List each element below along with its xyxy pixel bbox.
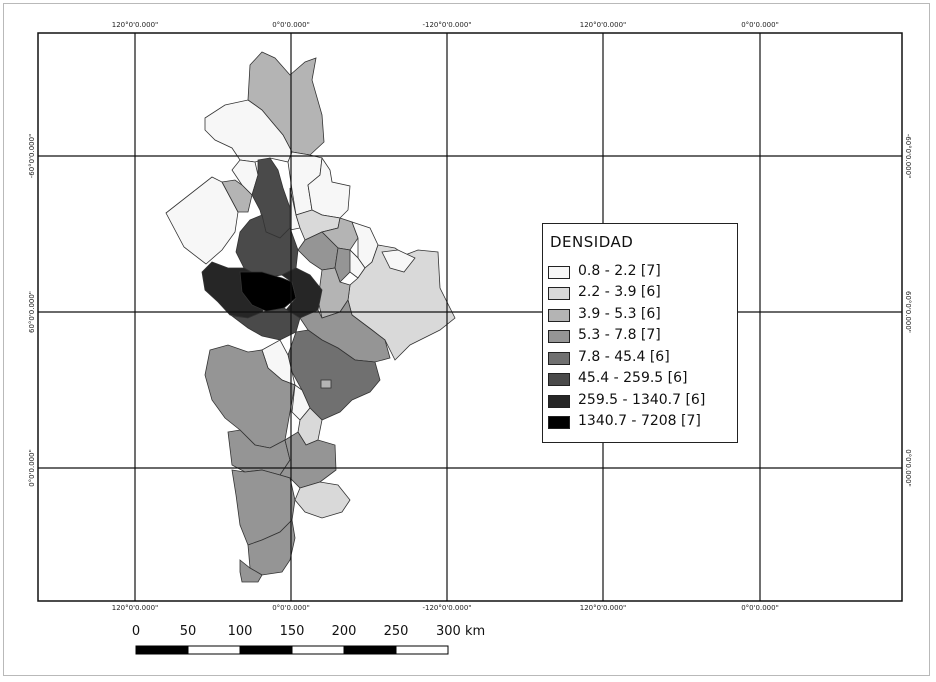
left-label: 0°0'0.000" xyxy=(28,449,36,487)
scale-segment xyxy=(239,645,293,655)
bottom-label: 0°0'0.000" xyxy=(741,604,779,612)
bottom-label: -120°0'0.000" xyxy=(422,604,471,612)
scale-label: 0 xyxy=(132,624,140,639)
graticule-right-labels: -60°0'0.000" 60°0'0.000" 0°0'0.000" xyxy=(904,134,912,487)
legend-label: 3.9 - 5.3 [6] xyxy=(578,306,661,322)
region-south-grey-3[interactable] xyxy=(279,431,337,489)
legend-swatch xyxy=(548,287,570,300)
scale-label: 150 xyxy=(280,624,305,639)
top-label: -120°0'0.000" xyxy=(422,21,471,29)
region-metro-south-dark[interactable] xyxy=(230,307,301,341)
region-west-white[interactable] xyxy=(165,176,239,265)
legend-swatch xyxy=(548,266,570,279)
legend-label: 0.8 - 2.2 [7] xyxy=(578,263,661,279)
legend-label: 5.3 - 7.8 [7] xyxy=(578,327,661,343)
bottom-label: 120°0'0.000" xyxy=(580,604,627,612)
region-metro-core[interactable] xyxy=(239,271,297,313)
bottom-label: 120°0'0.000" xyxy=(112,604,159,612)
legend-label: 2.2 - 3.9 [6] xyxy=(578,284,661,300)
scale-segment xyxy=(135,645,189,655)
legend-swatch xyxy=(548,330,570,343)
scale-label: 300 km xyxy=(436,624,485,639)
top-label: 0°0'0.000" xyxy=(272,21,310,29)
region-small-inset[interactable] xyxy=(320,379,332,389)
left-label: -60°0'0.000" xyxy=(28,134,36,179)
legend-label: 7.8 - 45.4 [6] xyxy=(578,349,670,365)
map-frame xyxy=(37,32,903,602)
top-label: 120°0'0.000" xyxy=(112,21,159,29)
graticule-lines xyxy=(38,33,902,601)
legend-swatch xyxy=(548,395,570,408)
region-south-center-dark[interactable] xyxy=(287,329,381,421)
region-south-lightgrey-2[interactable] xyxy=(294,481,351,519)
scale-label: 50 xyxy=(180,624,197,639)
bottom-label: 0°0'0.000" xyxy=(272,604,310,612)
legend: DENSIDAD 0.8 - 2.2 [7] 2.2 - 3.9 [6] 3.9… xyxy=(542,223,738,443)
right-label: 60°0'0.000" xyxy=(904,291,912,333)
right-label: -60°0'0.000" xyxy=(904,134,912,179)
scale-segment xyxy=(291,645,345,655)
region-south-west-big[interactable] xyxy=(204,344,296,449)
legend-swatch xyxy=(548,416,570,429)
scale-segment xyxy=(343,645,397,655)
top-label: 120°0'0.000" xyxy=(580,21,627,29)
scale-segment xyxy=(395,645,449,655)
region-east-white-4[interactable] xyxy=(381,249,416,273)
graticule-left-labels: -60°0'0.000" 60°0'0.000" 0°0'0.000" xyxy=(28,134,36,487)
legend-swatch xyxy=(548,352,570,365)
legend-swatch xyxy=(548,373,570,386)
scale-segment xyxy=(187,645,241,655)
legend-swatch xyxy=(548,309,570,322)
scale-label: 200 xyxy=(332,624,357,639)
legend-label: 259.5 - 1340.7 [6] xyxy=(578,392,706,408)
scale-label: 250 xyxy=(384,624,409,639)
municipality-polygons xyxy=(165,51,456,583)
page-border xyxy=(3,3,930,676)
graticule-top-labels: 120°0'0.000" 0°0'0.000" -120°0'0.000" 12… xyxy=(112,21,779,29)
graticule-bottom-labels: 120°0'0.000" 0°0'0.000" -120°0'0.000" 12… xyxy=(112,604,779,612)
region-south-tip[interactable] xyxy=(239,559,263,583)
top-label: 0°0'0.000" xyxy=(741,21,779,29)
legend-label: 45.4 - 259.5 [6] xyxy=(578,370,688,386)
scale-bar: 0 50 100 150 200 250 300 km xyxy=(132,624,485,655)
legend-title: DENSIDAD xyxy=(550,233,634,251)
right-label: 0°0'0.000" xyxy=(904,449,912,487)
region-east-lightgrey-big[interactable] xyxy=(347,244,456,361)
scale-label: 100 xyxy=(228,624,253,639)
legend-label: 1340.7 - 7208 [7] xyxy=(578,413,701,429)
left-label: 60°0'0.000" xyxy=(28,291,36,333)
